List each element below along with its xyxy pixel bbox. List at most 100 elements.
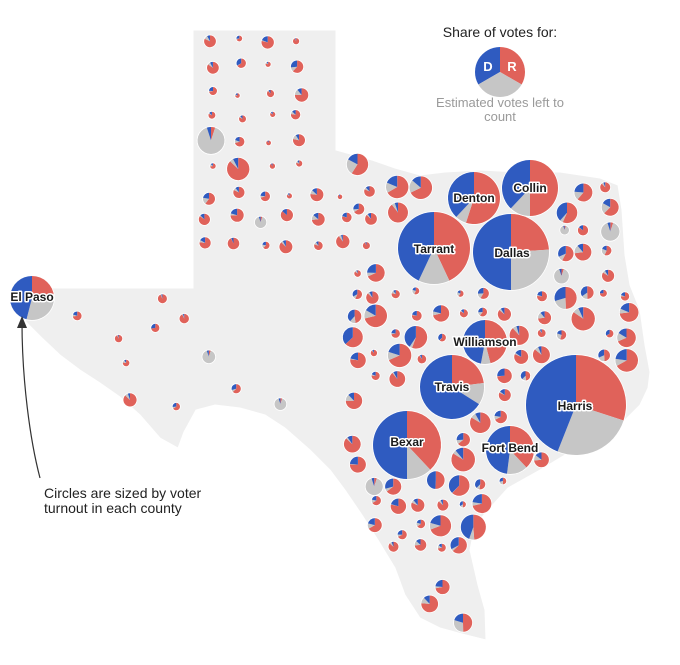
county-pie xyxy=(520,370,531,382)
county-label-williamson: Williamson xyxy=(453,335,516,349)
county-pie xyxy=(363,185,376,198)
remaining-slice xyxy=(262,244,266,248)
rep-slice xyxy=(536,291,547,302)
county-pie xyxy=(390,328,401,339)
remaining-slice xyxy=(294,38,297,42)
dem-slice xyxy=(206,127,211,141)
remaining-slice xyxy=(230,213,238,216)
rep-slice xyxy=(577,183,593,202)
county-pie-denton xyxy=(447,171,501,225)
remaining-slice xyxy=(202,197,209,204)
rep-slice xyxy=(292,60,304,73)
county-pie xyxy=(122,392,138,408)
county-pie xyxy=(601,245,613,257)
county-label-dallas: Dallas xyxy=(494,246,530,260)
remaining-slice xyxy=(617,332,627,342)
county-pie xyxy=(469,411,492,434)
county-pie xyxy=(533,451,550,468)
remaining-slice xyxy=(26,296,55,321)
dem-slice xyxy=(385,478,394,489)
rep-slice xyxy=(411,498,425,512)
rep-slice xyxy=(199,237,211,249)
county-pie xyxy=(537,310,552,326)
rep-slice xyxy=(237,58,246,68)
county-pie xyxy=(408,175,433,200)
rep-slice xyxy=(452,537,467,554)
remaining-slice xyxy=(598,355,605,362)
county-pie xyxy=(367,517,383,533)
rep-slice xyxy=(509,325,529,345)
dem-slice xyxy=(373,411,407,479)
dem-slice xyxy=(268,89,271,94)
rep-slice xyxy=(417,519,426,529)
remaining-slice xyxy=(539,329,542,334)
remaining-slice xyxy=(151,327,156,329)
dem-slice xyxy=(371,371,376,376)
remaining-slice xyxy=(239,116,243,119)
county-pie xyxy=(429,514,452,538)
remaining-slice xyxy=(233,187,239,193)
rep-slice xyxy=(355,289,362,299)
rep-slice xyxy=(414,539,427,551)
remaining-slice xyxy=(499,391,505,396)
county-pie xyxy=(600,221,621,242)
dem-slice xyxy=(598,349,605,358)
remaining-slice xyxy=(237,63,242,66)
rep-slice xyxy=(479,479,486,490)
county-pie xyxy=(601,268,615,283)
county-pie xyxy=(273,397,288,411)
dem-slice xyxy=(209,87,213,91)
rep-slice xyxy=(314,241,323,250)
dem-slice xyxy=(423,595,430,604)
dem-slice xyxy=(371,477,375,487)
rep-slice xyxy=(263,241,270,249)
dem-slice xyxy=(500,389,505,396)
remaining-slice xyxy=(371,499,377,504)
dem-slice xyxy=(352,289,358,297)
county-pie xyxy=(456,289,465,298)
rep-slice xyxy=(388,343,412,368)
dem-slice xyxy=(556,202,567,221)
county-pie-tarrant xyxy=(397,211,471,285)
remaining-slice xyxy=(72,314,78,317)
county-pie xyxy=(114,334,124,344)
rep-slice xyxy=(465,172,500,224)
rep-slice xyxy=(462,501,466,508)
dem-slice xyxy=(499,477,503,482)
dem-slice xyxy=(420,354,422,360)
county-pie xyxy=(388,370,406,388)
rep-slice xyxy=(173,402,180,411)
rep-slice xyxy=(562,202,578,224)
remaining-slice xyxy=(346,437,353,445)
dem-slice xyxy=(602,198,611,208)
remaining-slice xyxy=(390,504,399,507)
county-pie xyxy=(413,538,428,552)
remaining-slice xyxy=(371,350,374,353)
county-pie xyxy=(396,529,408,541)
county-pie xyxy=(455,432,471,448)
dem-slice xyxy=(240,115,243,119)
remaining-slice xyxy=(354,270,358,274)
rep-slice xyxy=(210,163,216,169)
rep-slice xyxy=(364,186,375,197)
dem-slice xyxy=(200,213,205,220)
dem-slice xyxy=(620,303,630,313)
county-pie xyxy=(387,342,413,368)
rep-slice xyxy=(367,264,385,282)
county-pie xyxy=(471,493,493,514)
remaining-slice xyxy=(429,522,441,530)
remaining-slice xyxy=(274,398,287,411)
dem-slice xyxy=(235,93,238,96)
dem-slice xyxy=(316,241,319,246)
dem-slice xyxy=(313,212,319,220)
remaining-slice xyxy=(537,294,542,297)
dem-slice xyxy=(206,350,209,357)
dem-slice xyxy=(183,313,185,319)
remaining-slice xyxy=(411,314,417,316)
dem-slice xyxy=(604,269,609,276)
remaining-slice xyxy=(230,159,239,169)
dem-slice xyxy=(372,349,374,353)
remaining-slice xyxy=(172,406,177,409)
county-pie xyxy=(206,61,220,75)
dem-slice xyxy=(267,140,269,143)
